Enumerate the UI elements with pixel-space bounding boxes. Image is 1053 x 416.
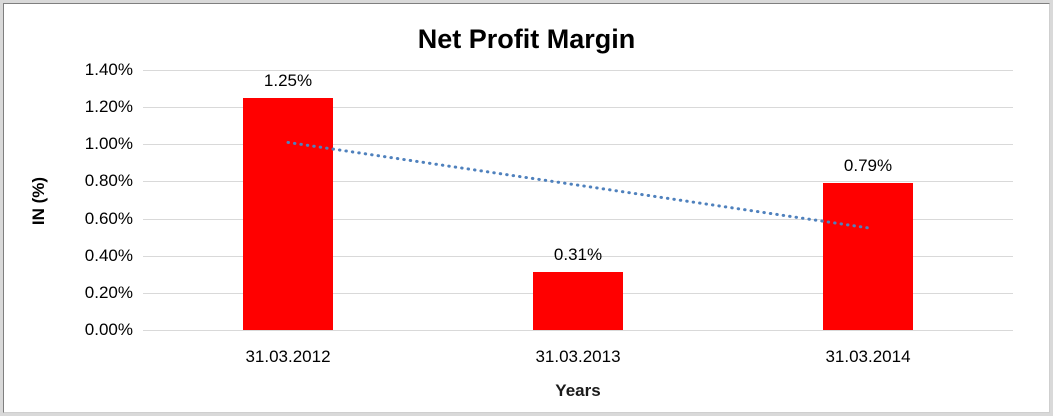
gridline — [143, 70, 1013, 71]
data-label: 0.79% — [843, 156, 893, 175]
bar — [243, 98, 333, 330]
chart-title: Net Profit Margin — [417, 24, 636, 54]
gridline — [143, 256, 1013, 257]
y-tick-label: 1.40% — [84, 60, 133, 79]
x-category-label: 31.03.2012 — [245, 347, 331, 366]
y-tick-label: 1.00% — [84, 134, 133, 153]
data-label: 1.25% — [263, 71, 313, 90]
y-tick-label: 0.00% — [84, 320, 133, 339]
x-axis-title: Years — [555, 381, 601, 400]
x-axis-line — [143, 330, 1013, 331]
bar — [533, 272, 623, 330]
x-category-label: 31.03.2013 — [535, 347, 621, 366]
gridline — [143, 107, 1013, 108]
data-label: 0.31% — [553, 245, 603, 264]
y-tick-label: 0.40% — [84, 246, 133, 265]
bar — [823, 183, 913, 330]
y-tick-label: 0.20% — [84, 283, 133, 302]
y-tick-label: 0.80% — [84, 171, 133, 190]
y-tick-label: 1.20% — [84, 97, 133, 116]
y-tick-label: 0.60% — [84, 209, 133, 228]
x-category-label: 31.03.2014 — [825, 347, 911, 366]
